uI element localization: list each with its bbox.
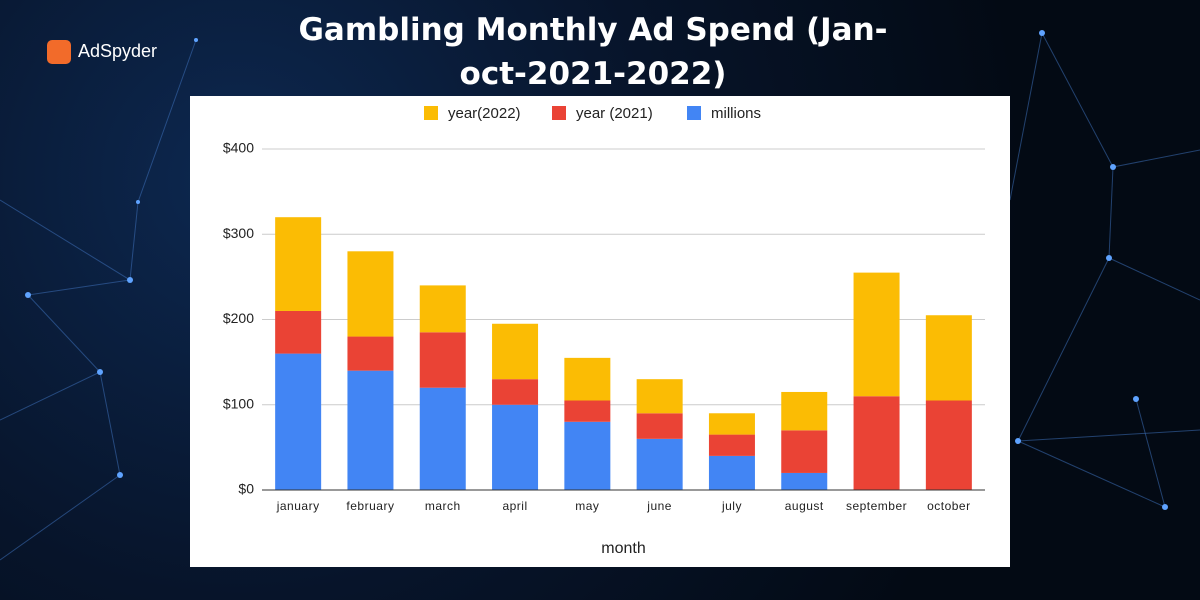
bar-segment bbox=[708, 413, 755, 435]
x-tick-label: january bbox=[276, 499, 320, 513]
bar-segment bbox=[708, 434, 755, 456]
bar-segment bbox=[781, 391, 828, 431]
bar-segment bbox=[636, 438, 683, 490]
bar-segment bbox=[853, 272, 900, 397]
bar-segment bbox=[636, 413, 683, 439]
bar-segment bbox=[925, 400, 972, 490]
logo-icon bbox=[47, 40, 71, 64]
legend-label: year (2021) bbox=[576, 105, 653, 122]
bar-segment bbox=[708, 455, 755, 490]
bar-segment bbox=[925, 315, 972, 401]
x-tick-label: april bbox=[502, 499, 527, 513]
bar-segment bbox=[492, 379, 539, 405]
bar-segment bbox=[347, 336, 394, 371]
legend-label: year(2022) bbox=[448, 105, 521, 122]
bar-segment bbox=[275, 353, 322, 490]
bar-segment bbox=[275, 217, 322, 311]
x-tick-label: october bbox=[927, 499, 971, 513]
bar-segment bbox=[419, 285, 466, 333]
bar-segment bbox=[564, 421, 611, 490]
legend-swatch bbox=[687, 106, 701, 120]
bar-segment bbox=[419, 387, 466, 490]
bar-segment bbox=[564, 400, 611, 422]
x-axis-title: month bbox=[601, 540, 645, 557]
bar-segment bbox=[347, 251, 394, 337]
x-tick-label: july bbox=[721, 499, 742, 513]
x-tick-label: march bbox=[425, 499, 461, 513]
bar-segment bbox=[347, 370, 394, 490]
x-tick-label: february bbox=[346, 499, 394, 513]
y-tick-label: $400 bbox=[223, 140, 254, 156]
y-tick-label: $200 bbox=[223, 310, 254, 326]
x-tick-label: september bbox=[846, 499, 907, 513]
bar-segment bbox=[275, 310, 322, 354]
bar-segment bbox=[419, 332, 466, 388]
legend-label: millions bbox=[711, 105, 761, 122]
legend-swatch bbox=[552, 106, 566, 120]
bar-segment bbox=[492, 323, 539, 380]
y-tick-label: $0 bbox=[238, 481, 254, 497]
bar-segment bbox=[636, 379, 683, 414]
bar-segment bbox=[564, 357, 611, 401]
chart-title: Gambling Monthly Ad Spend (Jan-oct-2021-… bbox=[298, 12, 888, 92]
brand-name: AdSpyder bbox=[78, 41, 158, 61]
y-tick-label: $100 bbox=[223, 395, 254, 411]
chart: $0 $100 $200 $300 $400 january february march ap… bbox=[190, 96, 1010, 567]
legend-swatch bbox=[424, 106, 438, 120]
x-tick-label: may bbox=[575, 499, 599, 513]
x-tick-label: june bbox=[646, 499, 672, 513]
bar-segment bbox=[853, 396, 900, 490]
x-tick-label: august bbox=[785, 499, 824, 513]
bar-segment bbox=[781, 472, 828, 490]
bar-segment bbox=[781, 430, 828, 473]
bar-segment bbox=[492, 404, 539, 490]
y-tick-label: $300 bbox=[223, 225, 254, 241]
